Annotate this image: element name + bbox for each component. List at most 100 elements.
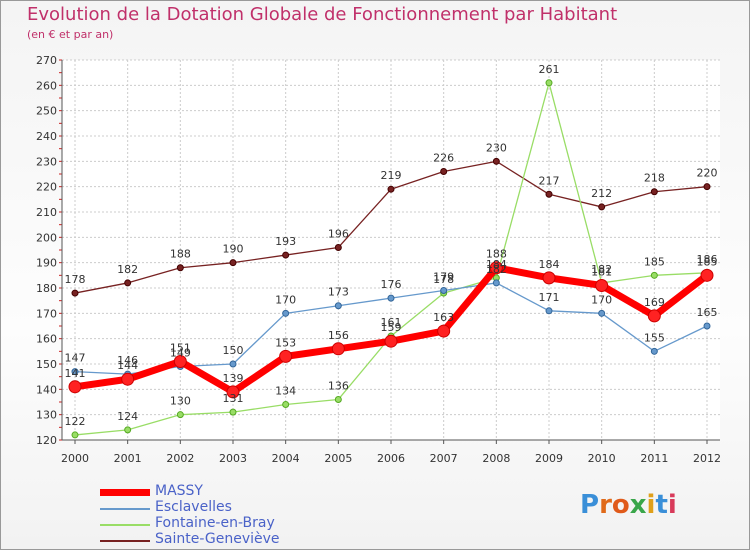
data-point-esclavelles [440,287,448,295]
data-point-massy [173,354,187,368]
data-point-massy [489,261,503,275]
data-label-esclavelles: 179 [433,271,454,284]
data-label-massy: 184 [539,258,560,271]
data-point-sainte-genevieve [650,188,658,196]
data-label-sainte-genevieve: 218 [644,172,665,185]
data-label-massy: 156 [328,329,349,342]
chart-title: Evolution de la Dotation Globale de Fonc… [27,4,618,25]
data-label-esclavelles: 150 [223,344,244,357]
data-point-esclavelles [282,309,290,317]
chart-subtitle: (en € et par an) [27,28,114,41]
data-point-sainte-genevieve [334,243,342,251]
data-point-massy [595,278,609,292]
data-point-fontaine-en-bray [282,401,290,409]
x-tick-label: 2004 [272,452,300,465]
data-label-massy: 151 [170,341,191,354]
data-label-esclavelles: 182 [486,263,507,276]
data-label-fontaine-en-bray: 131 [223,392,244,405]
y-tick-label: 140 [36,383,57,396]
data-label-massy: 169 [644,296,665,309]
legend-label-fontaine-en-bray: Fontaine-en-Bray [155,515,275,531]
data-label-sainte-genevieve: 220 [697,167,718,180]
data-label-massy: 159 [381,321,402,334]
data-point-esclavelles [703,322,711,330]
legend-swatch-massy [100,489,150,496]
data-label-fontaine-en-bray: 134 [275,385,296,398]
data-label-sainte-genevieve: 212 [591,187,612,200]
y-tick-label: 190 [36,257,57,270]
data-point-fontaine-en-bray [229,408,237,416]
data-label-esclavelles: 173 [328,286,349,299]
data-point-esclavelles [492,279,500,287]
y-tick-label: 200 [36,231,57,244]
x-tick-label: 2006 [377,452,405,465]
y-tick-label: 260 [36,79,57,92]
data-point-massy [647,309,661,323]
data-label-esclavelles: 149 [170,347,191,360]
data-point-esclavelles [650,347,658,355]
y-tick-label: 230 [36,155,57,168]
data-label-fontaine-en-bray: 182 [591,263,612,276]
data-label-sainte-genevieve: 178 [65,273,86,286]
data-point-massy [226,385,240,399]
data-point-fontaine-en-bray [334,395,342,403]
data-point-massy [121,372,135,386]
x-tick-label: 2003 [219,452,247,465]
y-tick-label: 170 [36,307,57,320]
data-label-fontaine-en-bray: 185 [644,255,665,268]
chart-grid [62,59,720,441]
data-label-massy: 185 [697,255,718,268]
logo-letter: i [667,490,677,520]
data-point-sainte-genevieve [282,251,290,259]
data-point-sainte-genevieve [387,185,395,193]
x-tick-label: 2005 [324,452,352,465]
y-tick-label: 120 [36,434,57,447]
x-tick-label: 2000 [61,452,89,465]
data-label-massy: 153 [275,336,296,349]
data-label-esclavelles: 176 [381,278,402,291]
data-label-fontaine-en-bray: 124 [117,410,138,423]
y-tick-label: 180 [36,282,57,295]
logo-letter: i [646,490,656,520]
data-label-esclavelles: 171 [539,291,560,304]
data-point-sainte-genevieve [229,259,237,267]
y-tick-label: 160 [36,333,57,346]
data-label-massy: 163 [433,311,454,324]
data-label-sainte-genevieve: 188 [170,248,191,261]
data-point-esclavelles [545,307,553,315]
data-label-sainte-genevieve: 196 [328,227,349,240]
x-tick-label: 2010 [588,452,616,465]
data-point-massy [384,334,398,348]
data-point-massy [68,380,82,394]
data-label-sainte-genevieve: 226 [433,151,454,164]
data-point-massy [279,349,293,363]
legend-label-sainte-genevieve: Sainte-Geneviève [155,531,280,547]
y-tick-label: 210 [36,206,57,219]
data-point-massy [331,342,345,356]
data-point-esclavelles [334,302,342,310]
chart-series [68,79,714,439]
data-label-fontaine-en-bray: 161 [381,316,402,329]
logo-letter: x [629,490,647,520]
data-label-sainte-genevieve: 230 [486,141,507,154]
data-label-fontaine-en-bray: 178 [433,273,454,286]
data-point-esclavelles [387,294,395,302]
data-label-sainte-genevieve: 219 [381,169,402,182]
data-label-fontaine-en-bray: 261 [539,63,560,76]
x-tick-label: 2012 [693,452,721,465]
data-label-esclavelles: 155 [644,331,665,344]
data-point-esclavelles [229,360,237,368]
data-point-sainte-genevieve [545,190,553,198]
legend-swatch-sainte-genevieve [100,540,150,542]
data-point-massy [542,271,556,285]
data-label-massy: 141 [65,367,86,380]
data-label-massy: 139 [223,372,244,385]
data-point-fontaine-en-bray [176,411,184,419]
data-label-fontaine-en-bray: 186 [697,253,718,266]
data-point-esclavelles [598,309,606,317]
y-tick-label: 220 [36,181,57,194]
data-label-sainte-genevieve: 182 [117,263,138,276]
data-point-sainte-genevieve [492,157,500,165]
data-point-sainte-genevieve [440,167,448,175]
